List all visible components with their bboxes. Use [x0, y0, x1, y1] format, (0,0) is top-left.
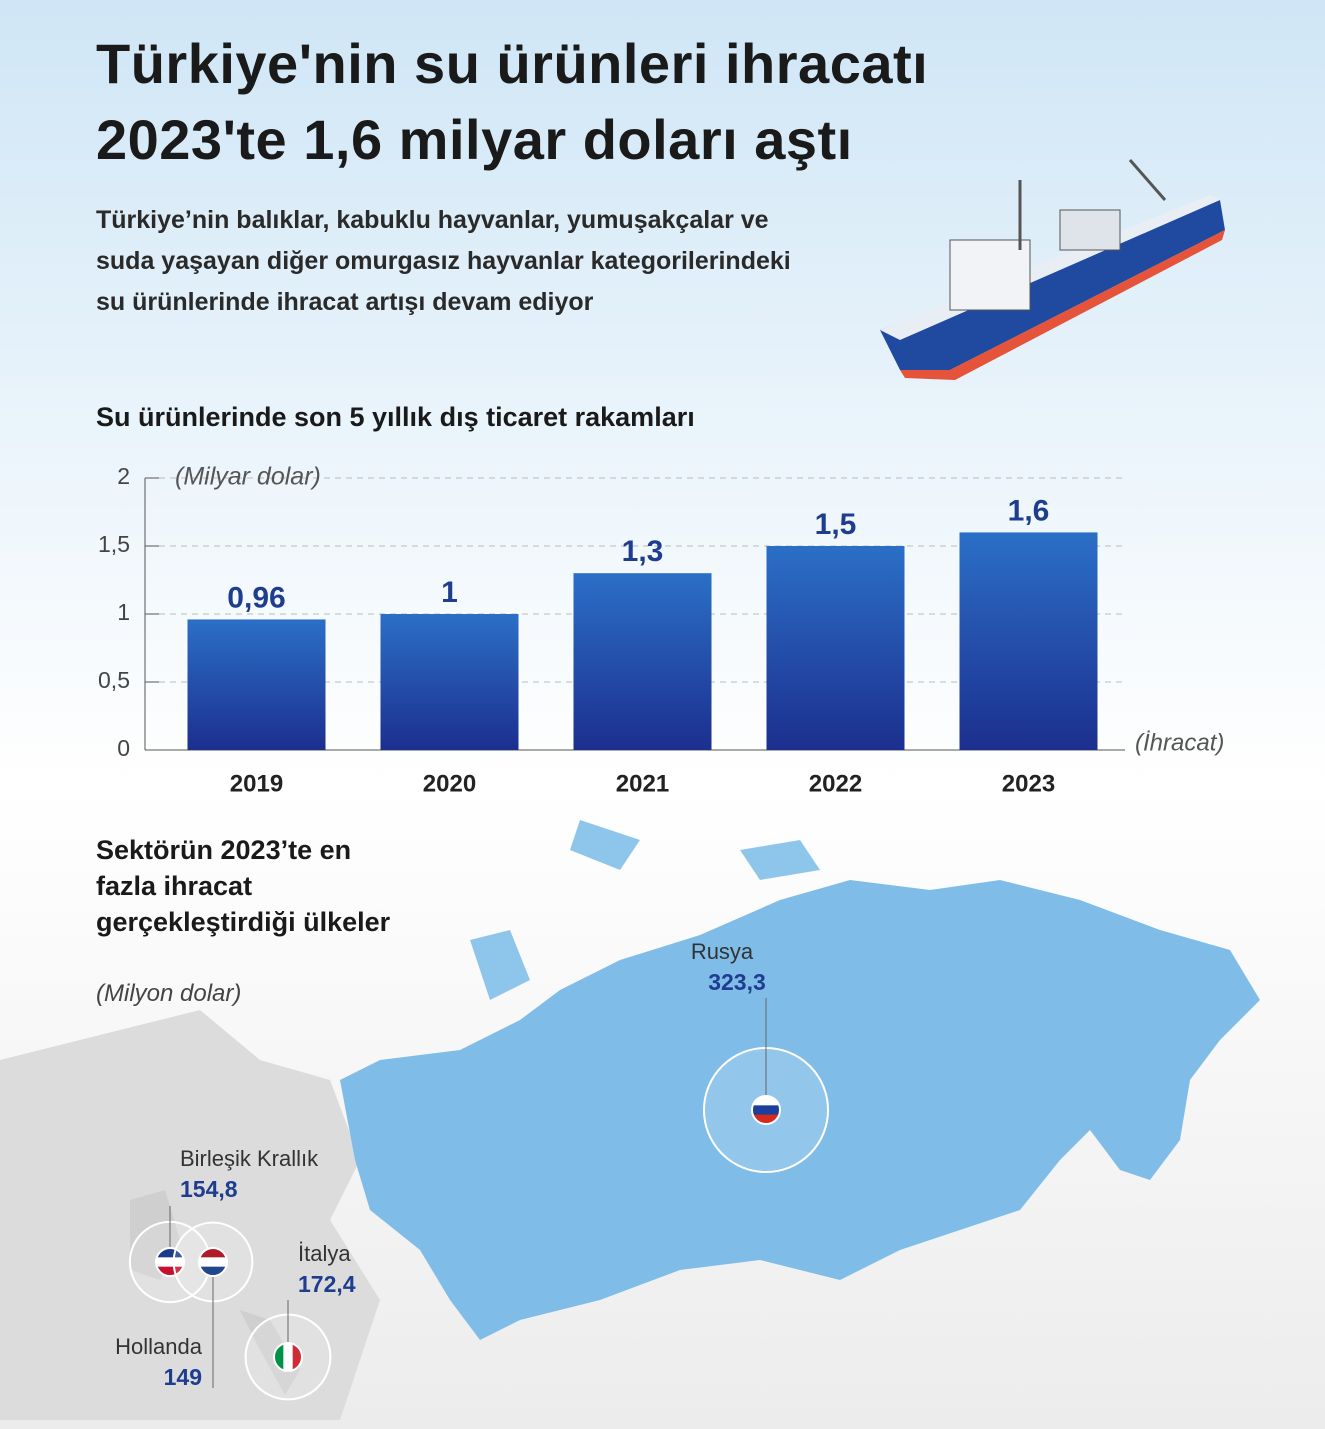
russia-land [340, 880, 1260, 1340]
flag-stripe [752, 1105, 780, 1116]
x-tick-label: 2020 [423, 770, 476, 797]
x-tick-label: 2019 [230, 770, 283, 797]
flag-stripe [156, 1266, 184, 1276]
country-value: 149 [164, 1364, 202, 1390]
map-unit: (Milyon dolar) [96, 980, 242, 1007]
flag-stripe [283, 1343, 294, 1371]
value-label: 1 [441, 576, 458, 609]
value-label: 1,5 [815, 508, 857, 541]
flag [273, 1342, 303, 1372]
description: Türkiye’nin balıklar, kabuklu hayvanlar,… [96, 206, 791, 316]
flag-stripe [199, 1257, 227, 1268]
country-value: 154,8 [180, 1176, 238, 1202]
country-value: 323,3 [708, 969, 766, 995]
value-label: 0,96 [227, 581, 285, 614]
y-axis-label: (Milyar dolar) [175, 463, 321, 491]
bar [766, 546, 905, 750]
x-axis-label: (İhracat) [1135, 729, 1224, 756]
bar [959, 532, 1098, 750]
bar [380, 614, 519, 750]
flag-border [198, 1247, 228, 1277]
value-label: 1,3 [622, 535, 664, 568]
bar [573, 573, 712, 750]
y-tick-label: 2 [117, 463, 130, 489]
y-tick-label: 1 [117, 599, 130, 625]
value-label: 1,6 [1008, 494, 1050, 527]
islands [470, 820, 820, 1000]
y-tick-label: 0,5 [98, 667, 130, 693]
x-tick-label: 2021 [616, 770, 669, 797]
x-tick-label: 2022 [809, 770, 862, 797]
flag [751, 1095, 781, 1125]
flag-stripe [156, 1257, 184, 1268]
flag-stripe [199, 1266, 227, 1276]
country-name: Hollanda [115, 1334, 203, 1359]
y-tick-label: 0 [117, 735, 130, 761]
flag-border [751, 1095, 781, 1125]
y-tick-label: 1,5 [98, 531, 130, 557]
flag-stripe [199, 1248, 227, 1258]
flag-stripe [752, 1096, 780, 1106]
ship [880, 159, 1225, 380]
country-name: Rusya [691, 939, 754, 964]
country-name: İtalya [298, 1241, 351, 1266]
flag-stripe [274, 1343, 284, 1371]
flag-border [155, 1247, 185, 1277]
title: Türkiye'nin su ürünleri ihracatı 2023'te… [96, 32, 929, 171]
map-title: Sektörün 2023’te en fazla ihracat gerçek… [96, 835, 391, 937]
flag-stripe [156, 1248, 184, 1258]
flag-stripe [752, 1114, 780, 1124]
country-name: Birleşik Krallık [180, 1146, 319, 1171]
bar [187, 619, 326, 750]
flag-border [273, 1342, 303, 1372]
flag [155, 1247, 185, 1277]
chart-title: Su ürünlerinde son 5 yıllık dış ticaret … [96, 402, 695, 432]
flag [198, 1247, 228, 1277]
flag-stripe [292, 1343, 302, 1371]
country-value: 172,4 [298, 1271, 356, 1297]
x-tick-label: 2023 [1002, 770, 1055, 797]
europe-land [0, 1010, 380, 1420]
